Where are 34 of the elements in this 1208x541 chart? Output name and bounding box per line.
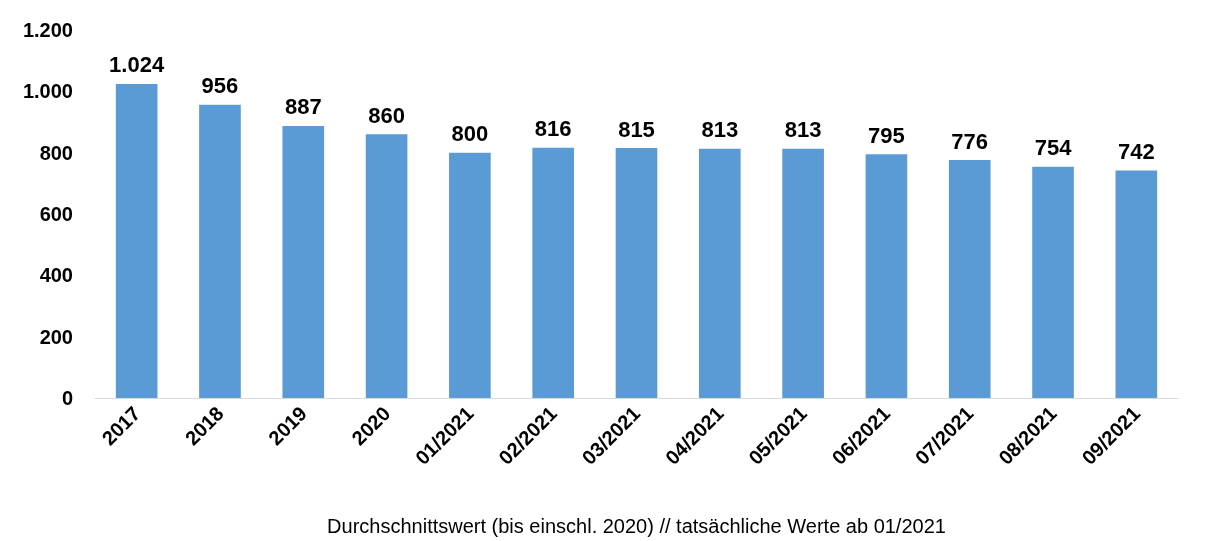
data-label: 742: [1117, 138, 1155, 164]
y-tick-label: 800: [39, 141, 73, 164]
data-label: 815: [618, 116, 655, 142]
y-tick-label: 1.000: [22, 80, 73, 103]
bar: [948, 160, 991, 398]
data-label: 800: [451, 121, 489, 147]
y-tick-label: 0: [61, 387, 73, 409]
bar: [115, 83, 158, 398]
bar: [782, 148, 824, 398]
bar: [532, 147, 575, 398]
data-label: 816: [534, 116, 572, 142]
bar: [282, 125, 325, 398]
bar: [615, 148, 658, 398]
data-label: 1.024: [109, 52, 165, 78]
data-label: 887: [284, 94, 322, 120]
y-tick-label: 200: [39, 325, 73, 348]
data-label: 813: [784, 117, 822, 143]
x-axis-title: Durchschnittswert (bis einschl. 2020) // tatsächliche Werte ab 01/2021: [327, 515, 946, 537]
bar: [199, 104, 241, 398]
bar: [865, 154, 908, 398]
y-tick-label: 400: [39, 264, 73, 287]
bar: [1032, 166, 1074, 398]
bar: [365, 134, 408, 398]
data-label: 813: [701, 117, 739, 143]
y-tick-label: 1.200: [22, 19, 73, 41]
data-label: 776: [951, 128, 989, 154]
bar: [449, 152, 491, 398]
y-tick-label: 600: [39, 203, 73, 225]
data-label: 860: [368, 102, 405, 128]
bar: [1115, 170, 1158, 398]
bar: [698, 148, 741, 398]
data-label: 754: [1034, 135, 1073, 161]
data-label: 956: [201, 73, 239, 99]
data-label: 795: [868, 122, 905, 148]
